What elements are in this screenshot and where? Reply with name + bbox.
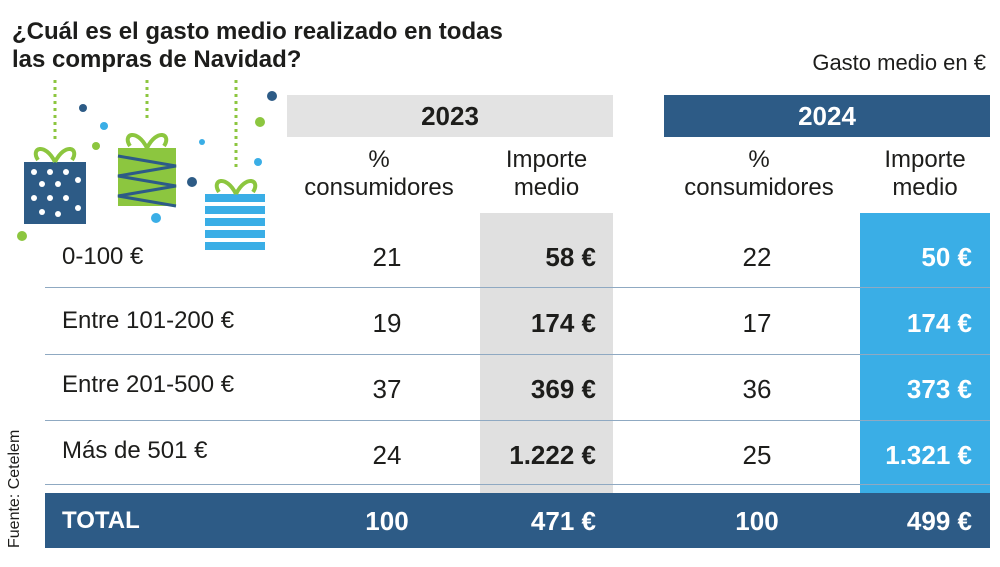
pct-2024-value: 36 (742, 374, 772, 404)
gift-box-icon (205, 80, 265, 250)
total-importe-2024: 499 € (906, 506, 972, 536)
row-divider (45, 420, 990, 421)
year-header-2024: 2024 (664, 95, 990, 137)
pct-header-2023: % consumidores (304, 146, 454, 201)
total-label: TOTAL (62, 507, 140, 534)
total-importe-2023: 471 € (530, 506, 596, 536)
total-pct-2023: 100 (365, 506, 409, 536)
total-row (45, 493, 990, 548)
pct-2024-value: 22 (742, 242, 772, 272)
importe-header-2023: Importe medio (505, 146, 588, 201)
importe-2024-value: 174 € (906, 308, 972, 338)
importe-2023-value: 174 € (530, 308, 596, 338)
row-label: 0-100 € (62, 243, 144, 270)
pct-header-2024: % consumidores (684, 146, 834, 201)
importe-2023-value: 1.222 € (509, 440, 596, 470)
gift-box-icon (117, 80, 177, 208)
source-label: Fuente: Cetelem (6, 429, 23, 548)
pct-2023-value: 19 (372, 308, 402, 338)
importe-2023-value: 58 € (545, 242, 596, 272)
pct-2023-value: 24 (372, 440, 402, 470)
gift-box-icon (24, 80, 86, 224)
year-header-2023: 2023 (287, 95, 613, 137)
row-label: Entre 201-500 € (62, 371, 235, 398)
importe-2023-value: 369 € (530, 374, 596, 404)
importe-header-2024: Importe medio (884, 146, 966, 201)
importe-2024-value: 373 € (906, 374, 972, 404)
row-label: Más de 501 € (62, 437, 208, 464)
pct-2024-value: 17 (742, 308, 772, 338)
row-divider (45, 354, 990, 355)
row-divider (45, 287, 990, 288)
pct-2023-value: 21 (372, 242, 402, 272)
gift-decoration (17, 80, 277, 250)
importe-band-2023 (480, 213, 613, 493)
row-divider (45, 484, 990, 485)
importe-band-2024 (860, 213, 990, 493)
unit-label: Gasto medio en € (812, 50, 986, 75)
pct-2024-value: 25 (742, 440, 772, 470)
total-pct-2024: 100 (735, 506, 779, 536)
importe-2024-value: 1.321 € (885, 440, 972, 470)
chart-title: ¿Cuál es el gasto medio realizado en tod… (12, 18, 503, 73)
importe-2024-value: 50 € (921, 242, 972, 272)
row-label: Entre 101-200 € (62, 307, 235, 334)
pct-2023-value: 37 (372, 374, 402, 404)
